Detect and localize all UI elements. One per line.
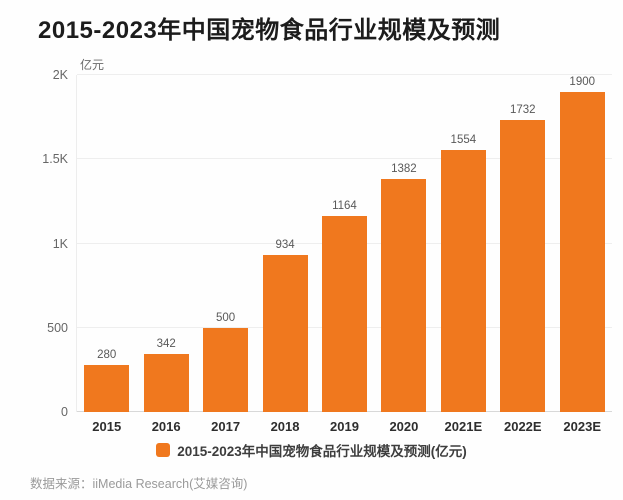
plot-area: 280 2015 342 2016 500 2017 934 2018 1164 2019 1382… — [76, 74, 612, 434]
gridline-1.5K — [77, 158, 612, 160]
x-tick-label-2016: 2016 — [151, 419, 181, 434]
legend: 2015-2023年中国宠物食品行业规模及预测(亿元) — [0, 440, 623, 460]
bar-column-2016: 342 2016 — [136, 75, 195, 434]
bar-value-label: 500 — [216, 311, 236, 324]
y-tick-label-2K: 2K — [52, 68, 68, 82]
bar — [84, 364, 130, 412]
bar-column-2023E: 1900 2023E — [553, 75, 612, 434]
x-tick-label-2020: 2020 — [389, 419, 419, 434]
chart-title: 2015-2023年中国宠物食品行业规模及预测 — [38, 17, 501, 44]
x-tick-label-2015: 2015 — [92, 419, 122, 434]
bar-value-label: 1164 — [332, 199, 357, 212]
bar-value-label: 280 — [97, 348, 117, 361]
bar — [203, 327, 249, 412]
bar-value-label: 934 — [275, 238, 295, 251]
legend-label: 2015-2023年中国宠物食品行业规模及预测(亿元) — [177, 444, 467, 459]
bar-column-2018: 934 2018 — [255, 75, 314, 434]
bar-value-label: 1900 — [569, 75, 596, 88]
bar — [262, 254, 308, 412]
y-tick-label-1.5K: 1.5K — [42, 152, 68, 167]
bar-column-2019: 1164 2019 — [315, 75, 374, 434]
bar-column-2020: 1382 2020 — [374, 75, 433, 434]
bar — [559, 91, 605, 412]
y-tick-label-0: 0 — [61, 405, 68, 419]
bar-series: 280 2015 342 2016 500 2017 934 2018 1164 2019 1382… — [77, 75, 612, 434]
bar — [321, 215, 367, 412]
x-tick-label-2018: 2018 — [270, 419, 300, 434]
bar — [500, 120, 546, 412]
bar-value-label: 1554 — [450, 134, 477, 147]
y-axis-unit-label: 亿元 — [80, 58, 105, 72]
bar — [440, 150, 486, 412]
y-axis-tick-labels: 0 500 1K 1.5K 2K — [0, 68, 68, 419]
x-tick-label-2019: 2019 — [330, 419, 359, 434]
bar-value-label: 342 — [156, 338, 176, 351]
gridline-2K — [77, 74, 612, 75]
x-tick-label-2022E: 2022E — [503, 419, 542, 434]
bar-column-2021E: 1554 2021E — [434, 75, 493, 434]
legend-swatch-icon — [156, 443, 171, 457]
bar — [143, 354, 189, 412]
bar-value-label: 1382 — [391, 163, 417, 176]
x-tick-label-2021E: 2021E — [444, 419, 483, 434]
bar — [381, 179, 427, 412]
bar-column-2017: 500 2017 — [196, 75, 255, 434]
y-tick-label-1K: 1K — [52, 236, 68, 251]
bar-value-label: 1732 — [509, 104, 536, 117]
x-tick-label-2017: 2017 — [211, 419, 241, 434]
bar-column-2022E: 1732 2022E — [493, 75, 552, 434]
x-tick-label-2023E: 2023E — [563, 419, 602, 434]
data-source-note: 数据来源：iiMedia Research(艾媒咨询) — [30, 477, 248, 491]
bar-column-2015: 280 2015 — [77, 75, 136, 434]
y-tick-label-500: 500 — [47, 320, 68, 335]
